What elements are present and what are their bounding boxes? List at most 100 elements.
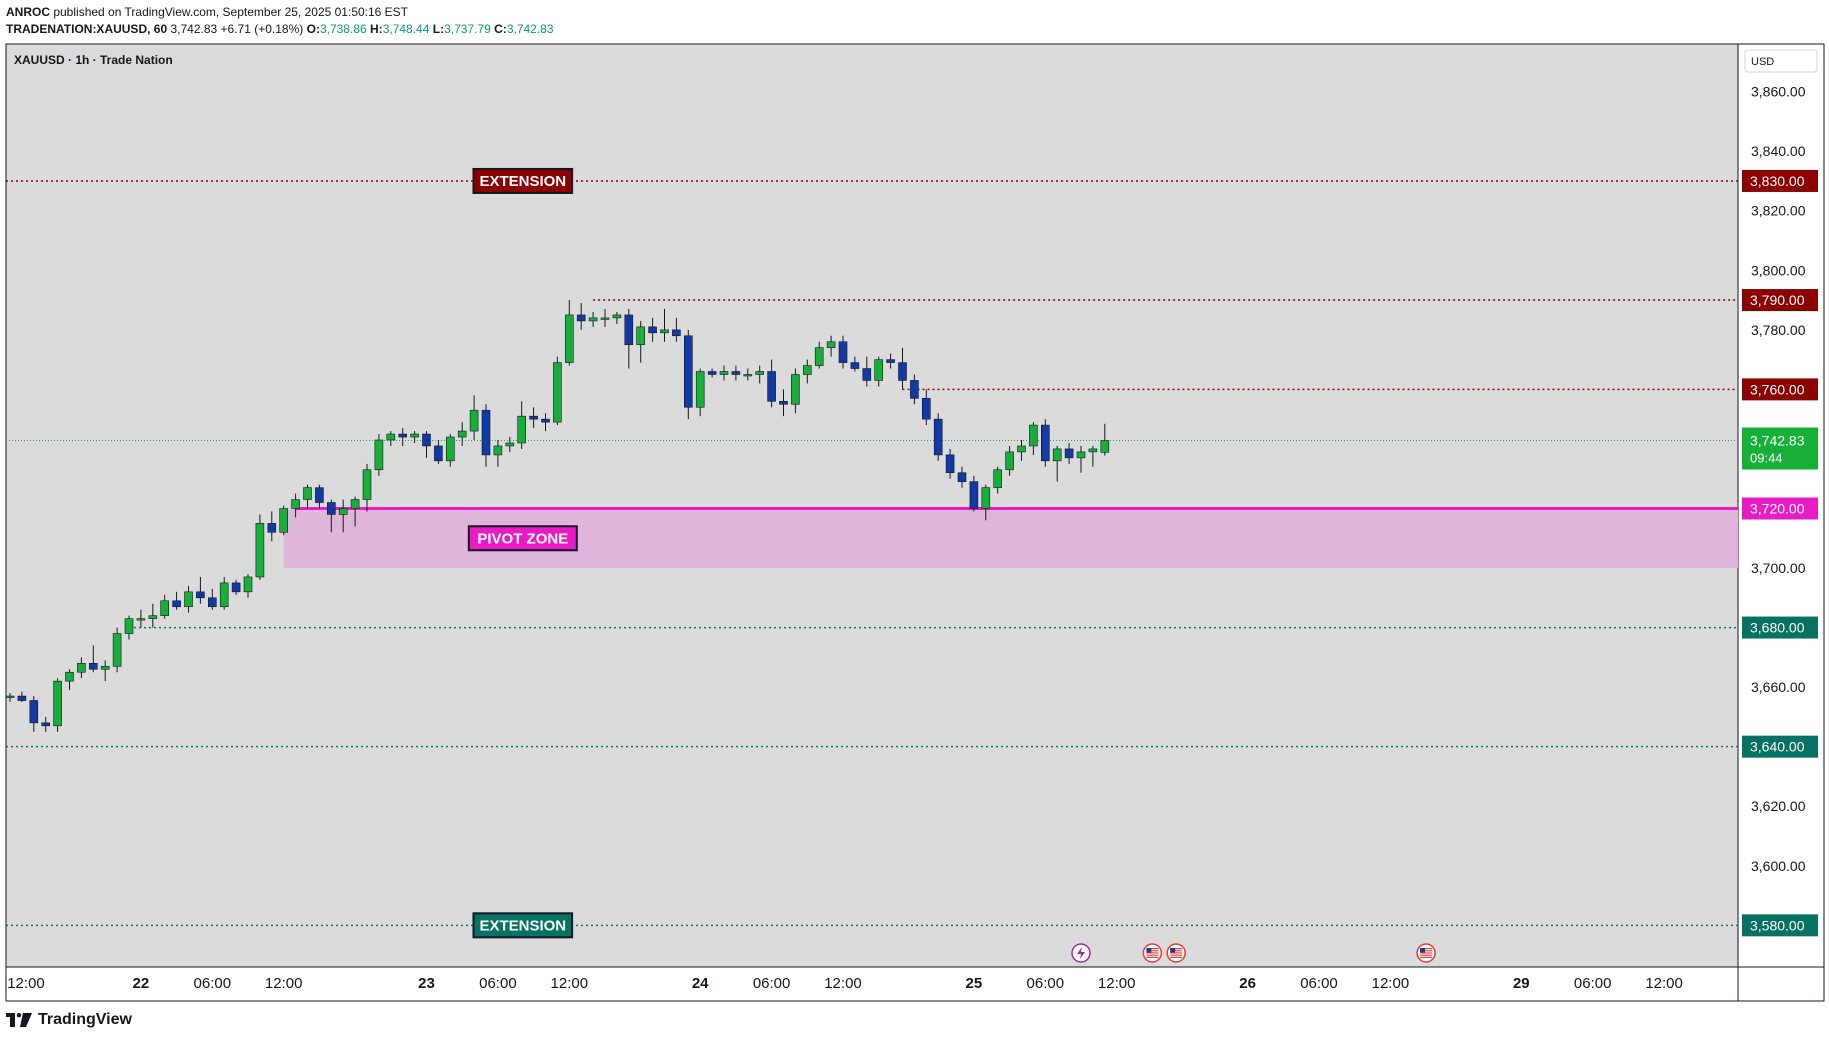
candle-body: [517, 415, 527, 444]
candle-body: [541, 418, 550, 423]
candle-body: [600, 317, 610, 320]
annotation-label-0: EXTENSION: [472, 167, 574, 194]
candle-body: [291, 499, 300, 509]
candle-body: [124, 618, 134, 634]
candle-body: [374, 439, 384, 471]
candle-body: [17, 695, 27, 701]
price-badge-text: 3,680.00: [1750, 620, 1805, 636]
close-label: C:: [494, 22, 507, 36]
x-tick-label: 12:00: [265, 975, 303, 992]
candle-body: [481, 409, 491, 456]
chart-pane: [6, 44, 1738, 967]
time-axis: [7, 968, 1737, 1000]
flag-stripe: [1170, 952, 1183, 954]
flag-stripe: [1420, 950, 1433, 952]
last-price: 3,742.83: [170, 22, 218, 36]
flag-canton: [1146, 948, 1152, 953]
high-label: H:: [370, 22, 383, 36]
price-badge-0: 3,830.00: [1742, 169, 1818, 192]
y-tick-label: 3,780.00: [1751, 322, 1806, 338]
candle-body: [231, 582, 241, 593]
candle-body: [957, 472, 967, 482]
candle-body: [362, 469, 372, 500]
candle-body: [1064, 448, 1074, 459]
us-flag-event-icon[interactable]: [1166, 943, 1186, 963]
tradingview-logo[interactable]: TradingView: [6, 1008, 132, 1032]
price-badge-box: [1742, 914, 1818, 937]
candle-body: [1029, 424, 1038, 447]
us-flag-event-icon[interactable]: [1142, 943, 1163, 963]
candle-body: [564, 314, 574, 363]
price-badge-text: 3,760.00: [1750, 381, 1805, 397]
candle-body: [53, 680, 62, 727]
candle-body: [1041, 424, 1050, 462]
price-change: +6.71 (+0.18%): [220, 22, 304, 36]
candle-body: [945, 454, 955, 474]
y-tick-label: 3,820.00: [1751, 203, 1806, 219]
flag-stripe: [1170, 956, 1183, 958]
tradingview-brand: TradingView: [38, 1011, 132, 1028]
candle-body: [529, 415, 538, 420]
candle-body: [874, 359, 884, 381]
currency-label: USD: [1751, 56, 1774, 68]
candle-body: [386, 433, 396, 441]
x-tick-label: 06:00: [194, 975, 232, 992]
candle-body: [148, 615, 158, 619]
candle-body: [779, 400, 788, 405]
candle-body: [898, 362, 907, 381]
price-badge-text: 3,720.00: [1750, 500, 1805, 516]
candle-body: [660, 329, 669, 334]
candle-body: [648, 326, 657, 334]
low-label: L:: [432, 22, 445, 36]
flag-stripe: [1146, 948, 1159, 950]
candle-body: [398, 433, 408, 438]
candle-body: [1017, 445, 1026, 453]
candle-body: [588, 317, 598, 322]
candle-body: [683, 335, 693, 408]
publisher-name: ANROC: [6, 5, 50, 19]
candle-body: [921, 398, 931, 420]
flag-stripe: [1170, 950, 1183, 952]
annotation-text: PIVOT ZONE: [477, 530, 568, 547]
candle-body: [303, 487, 312, 500]
x-tick-label: 06:00: [1300, 975, 1338, 992]
candle-body: [1088, 448, 1098, 453]
chart-header: ANROC published on TradingView.com, Sept…: [0, 0, 1829, 44]
candle-body: [184, 591, 193, 608]
publish-info: ANROC published on TradingView.com, Sept…: [6, 5, 408, 19]
x-tick-label: 06:00: [479, 975, 517, 992]
currency-selector[interactable]: USD: [1744, 49, 1818, 73]
candle-body: [910, 380, 919, 399]
candle-body: [743, 374, 753, 377]
y-tick-label: 3,860.00: [1751, 84, 1806, 100]
x-tick-label: 25: [966, 975, 983, 992]
lightning-bolt: [1077, 947, 1085, 959]
x-tick-label: 12:00: [7, 975, 45, 992]
flag-canton: [1420, 948, 1426, 953]
price-badge-box: [1742, 169, 1818, 192]
chart-frame: [5, 43, 1825, 1002]
x-tick-label: 23: [418, 975, 435, 992]
candle-body: [89, 663, 98, 670]
candle-body: [29, 700, 39, 724]
candle-body: [755, 371, 765, 375]
candle-body: [255, 523, 265, 578]
open-label: O:: [306, 22, 320, 36]
candle-body: [814, 347, 824, 366]
price-badge-box: [1742, 497, 1818, 520]
lightning-event-icon[interactable]: [1071, 943, 1091, 963]
countdown-text: 09:44: [1750, 451, 1783, 466]
candle-body: [219, 582, 229, 608]
x-tick-label: 22: [133, 975, 150, 992]
annotation-box: [467, 525, 578, 552]
candle-body: [719, 371, 729, 375]
candle-body: [41, 722, 51, 727]
price-badge-box: [1742, 735, 1818, 758]
candle-body: [196, 591, 205, 599]
candle-body: [886, 359, 895, 363]
flag-stripe: [1420, 956, 1433, 958]
us-flag-event-icon[interactable]: [1416, 943, 1436, 963]
candle-body: [160, 600, 169, 616]
candle-body: [5, 695, 15, 698]
